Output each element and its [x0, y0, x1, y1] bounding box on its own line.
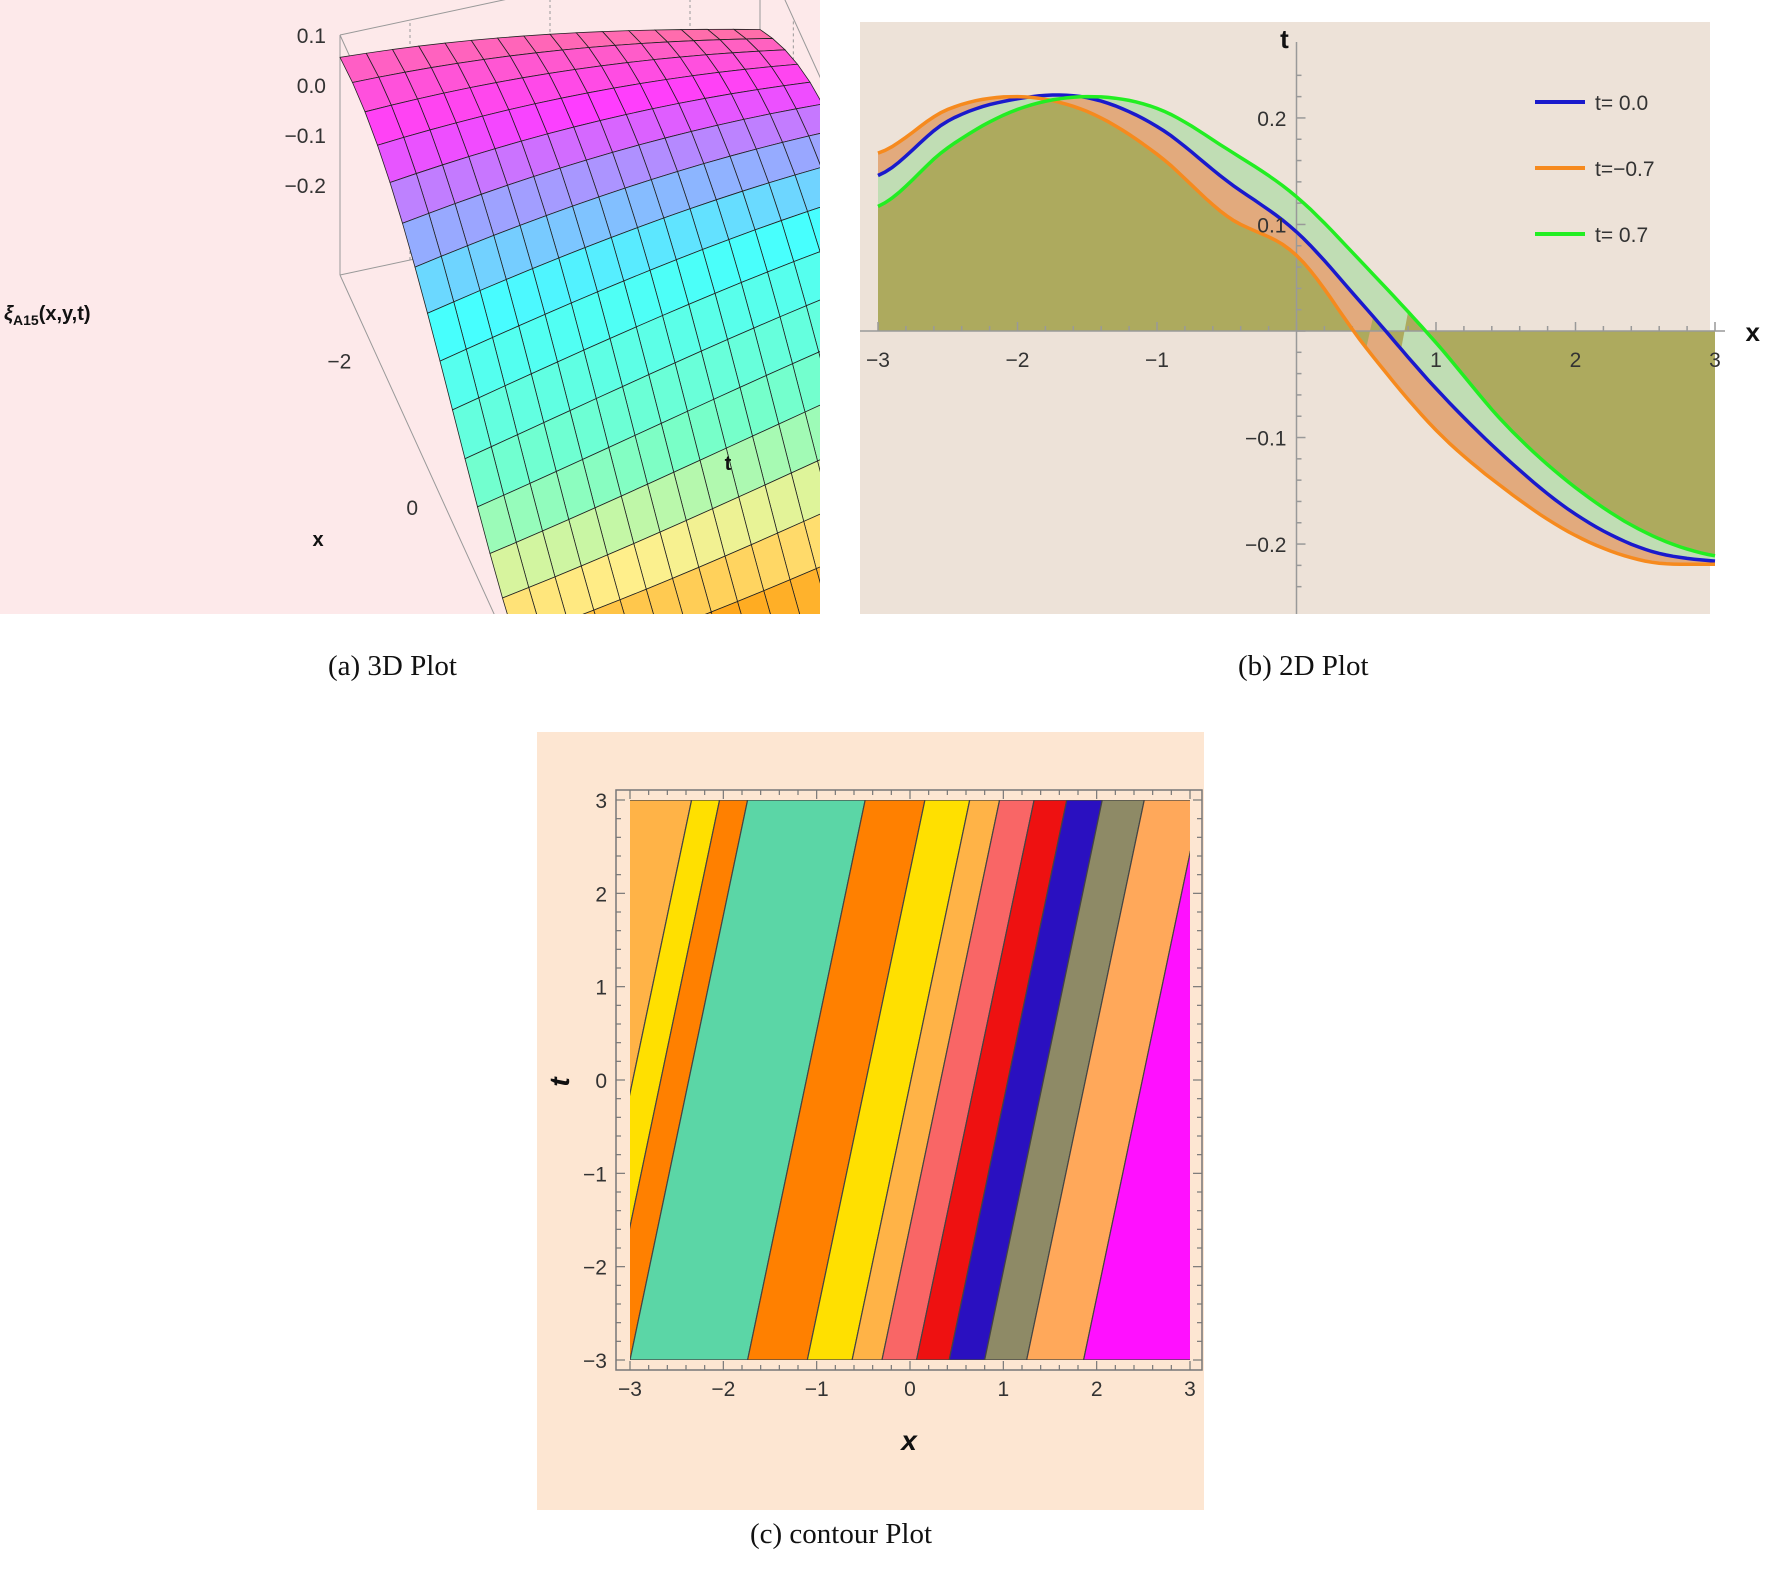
line-plot-panel: −3 −2 −1 1 2 3 0.2 0.1 −0.1 −0.2 t x t= 0.0 t=−0.7 t= … — [860, 22, 1770, 614]
x-tick-label: −1 — [805, 1378, 829, 1401]
contour-band — [746, 800, 926, 1360]
y-tick-label: −0.2 — [1245, 534, 1286, 557]
surface-patch — [502, 587, 537, 614]
y-tick-label: 3 — [595, 790, 607, 813]
x-tick-label: −2 — [1006, 349, 1030, 372]
contour-band — [806, 800, 971, 1360]
x-tick-label: 0 — [406, 497, 418, 520]
contour-band — [851, 800, 1001, 1360]
frame-ticks — [616, 790, 1202, 1370]
contour-band — [1026, 800, 1190, 1360]
contour-band — [915, 800, 1068, 1360]
axes — [860, 42, 1725, 614]
surface-patch — [619, 588, 654, 614]
x-axis-label: x — [312, 529, 323, 551]
x-tick-label: −3 — [866, 349, 890, 372]
contour-band — [1082, 850, 1190, 1360]
surface-mesh — [339, 28, 820, 614]
surface-plot-panel: 0.20.10.0−0.1−0.2−20220−2xtξA15(x,y,t) — [0, 0, 820, 614]
x-tick-label: 3 — [1709, 349, 1721, 372]
surface-patch — [645, 577, 684, 614]
surface-patch — [582, 609, 596, 614]
contour-band — [984, 800, 1145, 1360]
contour-plot: −3 −2 −1 0 1 2 3 3 2 1 0 −1 −2 −3 x t — [537, 732, 1204, 1510]
z-tick-label: 0.1 — [297, 25, 326, 48]
y-tick-label: −1 — [583, 1163, 607, 1186]
z-tick-label: −0.2 — [285, 175, 326, 198]
y-tick-label: 1 — [595, 977, 607, 1000]
surface-patch — [710, 600, 742, 614]
surface-patch — [763, 579, 801, 614]
caption-3d-plot: (a) 3D Plot — [328, 650, 457, 682]
surface-patch — [593, 599, 625, 614]
series-line — [877, 94, 1716, 558]
x-tick-label: −1 — [1145, 349, 1169, 372]
y-tick-label: −3 — [583, 1350, 607, 1373]
legend-label: t= 0.7 — [1595, 224, 1648, 247]
y-tick-label: −2 — [583, 1257, 607, 1280]
contour-band — [948, 800, 1103, 1360]
z-tick-label: −0.1 — [285, 125, 326, 148]
contour-plot-panel: −3 −2 −1 0 1 2 3 3 2 1 0 −1 −2 −3 x t — [537, 732, 1204, 1510]
y-tick-label: 0 — [595, 1070, 607, 1093]
legend-label: t=−0.7 — [1595, 158, 1655, 181]
contour-bands — [630, 800, 1190, 1360]
x-tick-label: 3 — [1184, 1378, 1196, 1401]
x-tick-label: −2 — [711, 1378, 735, 1401]
y-tick-label: −0.1 — [1245, 428, 1286, 451]
x-tick-label: −3 — [618, 1378, 642, 1401]
contour-band — [881, 800, 1035, 1360]
legend: t= 0.0 t=−0.7 t= 0.7 — [1535, 92, 1655, 247]
y-tick-label: 2 — [595, 883, 607, 906]
y-tick-label: 0.1 — [1257, 214, 1286, 237]
surface-patch — [528, 576, 567, 614]
surface-plot: 0.20.10.0−0.1−0.2−20220−2xtξA15(x,y,t) — [0, 0, 820, 614]
series-line — [877, 94, 1716, 567]
x-tick-label: 2 — [1570, 349, 1582, 372]
surface-patch — [737, 590, 771, 614]
t-axis-label: t — [725, 453, 732, 475]
caption-contour-plot: (c) contour Plot — [750, 1518, 933, 1550]
series-line — [877, 93, 1716, 563]
x-tick-label: 0 — [904, 1378, 916, 1401]
surface-patch — [705, 611, 713, 614]
y-tick-label: 0.2 — [1257, 108, 1286, 131]
x-tick-label: 2 — [1091, 1378, 1103, 1401]
caption-2d-plot: (b) 2D Plot — [1238, 650, 1369, 682]
z-axis-label: ξA15(x,y,t) — [4, 303, 91, 328]
legend-label: t= 0.0 — [1595, 92, 1648, 115]
x-axis-label: x — [1746, 317, 1761, 347]
y-axis-label: t — [1280, 24, 1289, 54]
x-tick-label: −2 — [327, 350, 351, 373]
x-tick-label: 1 — [997, 1378, 1009, 1401]
x-tick-label: 1 — [1430, 349, 1442, 372]
x-axis-label: x — [899, 1425, 918, 1456]
z-tick-label: 0.0 — [297, 75, 326, 98]
contour-band — [630, 800, 866, 1360]
y-axis-label: t — [544, 1076, 575, 1087]
area-band-green — [878, 94, 1715, 562]
